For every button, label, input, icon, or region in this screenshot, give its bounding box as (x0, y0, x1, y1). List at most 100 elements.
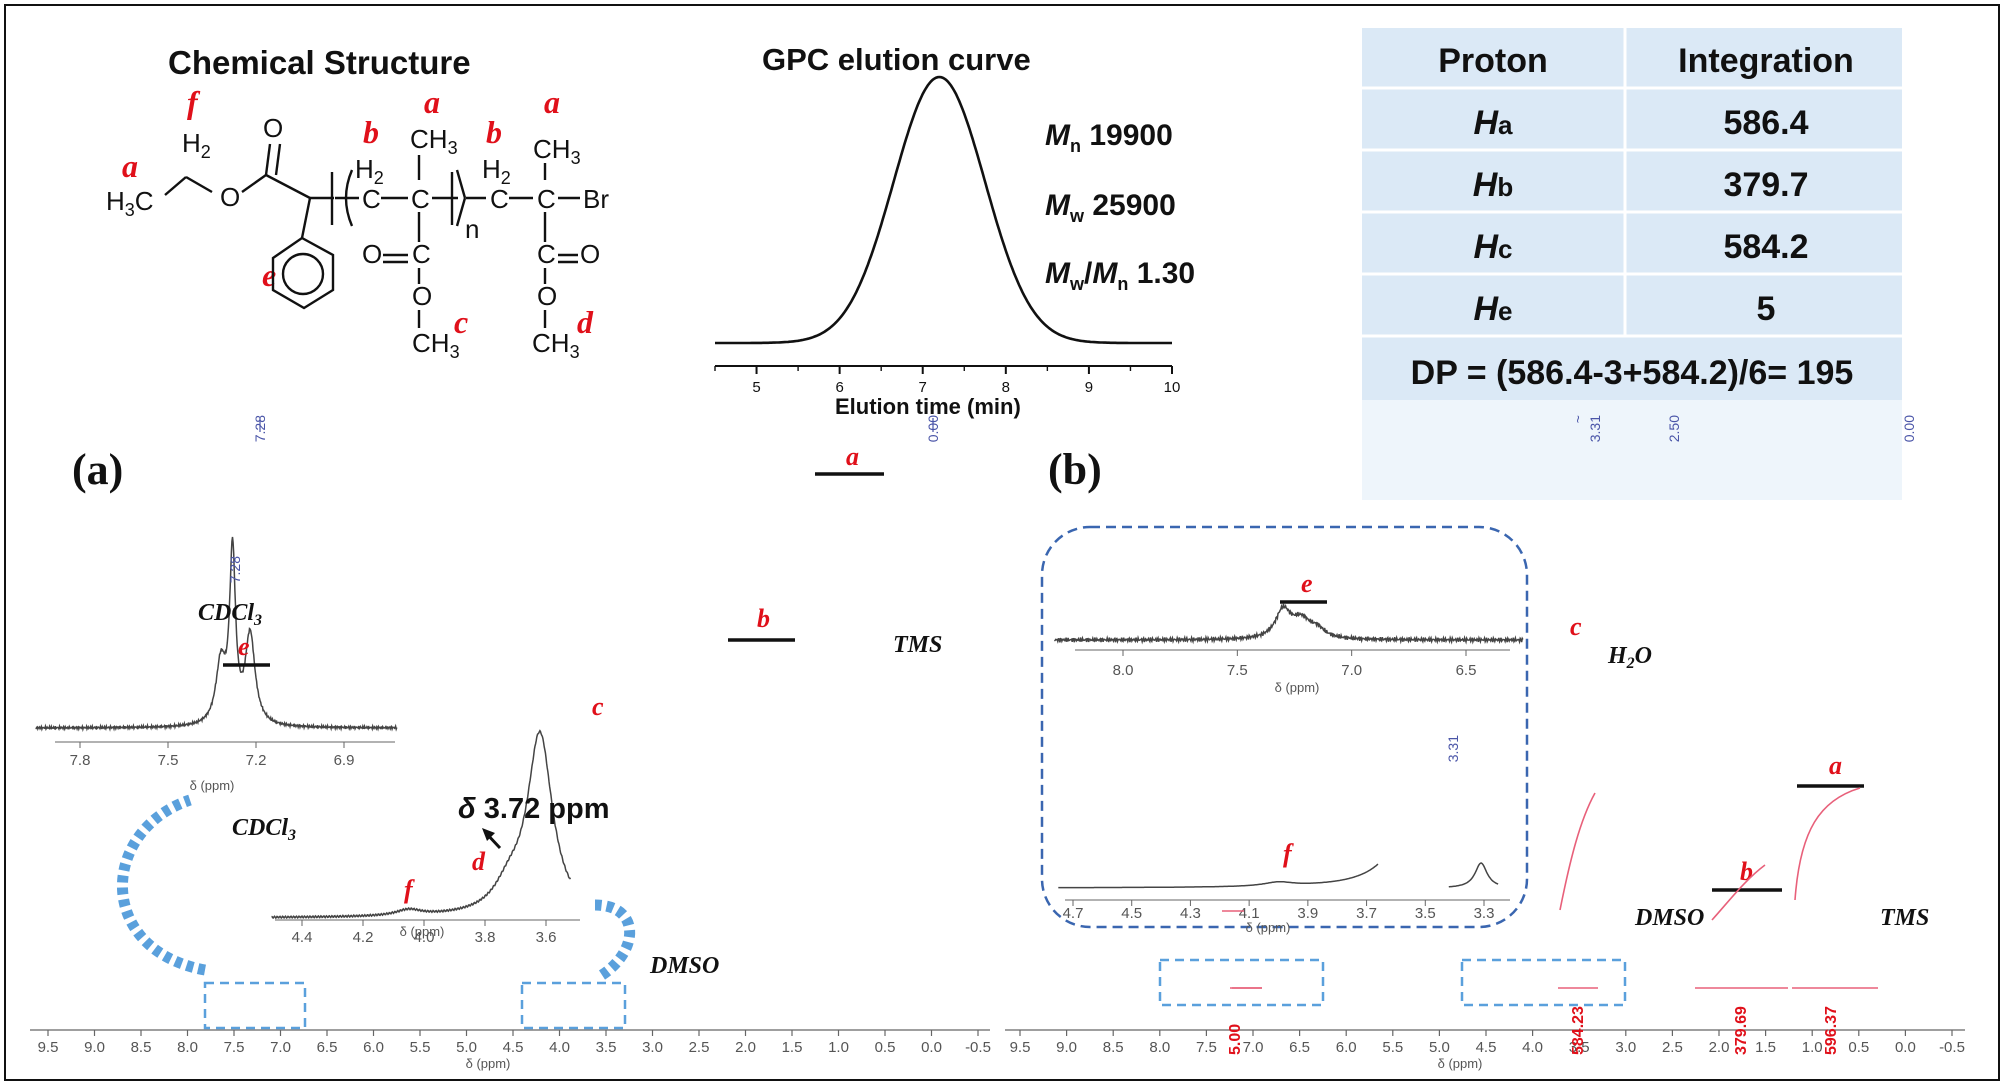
table-header-proton: Proton (1438, 42, 1548, 80)
inset-tick-label: 4.4 (292, 929, 313, 946)
label-a-ethyl: a (122, 148, 138, 184)
spectrum-tick-label: 9.0 (1056, 1039, 1077, 1056)
spectrum-tick-label: 5.0 (1429, 1039, 1450, 1056)
spectrum-tick-label: 1.0 (1802, 1039, 1823, 1056)
atom-c-quat2: C (537, 184, 556, 214)
spectrum-tick-label: 9.0 (84, 1039, 105, 1056)
gpc-x-ticks: 5 6 7 8 9 10 (714, 366, 1180, 396)
spectrum-tick-label: 9.5 (38, 1039, 59, 1056)
atom-o-ester2: O (412, 281, 432, 311)
spectrum-tick-label: 5.5 (1382, 1039, 1403, 1056)
nmr-panel-a: (a) 9.5 9.0 8.5 8.0 7.5 7.0 6.5 6.0 5.5 5.0 4.5 4.0… (30, 415, 991, 1071)
panel-b-dmso: DMSO (1634, 905, 1704, 931)
atom-br: Br (583, 184, 609, 214)
inset-tick-label: 6.5 (1456, 662, 1477, 679)
panel-b-mark-331: 3.31 (1587, 415, 1603, 442)
panel-a-peak-e: e (238, 632, 250, 661)
label-c: c (454, 304, 468, 340)
atom-ch3-c: CH3 (412, 328, 460, 362)
gpc-tick-label: 6 (835, 379, 843, 396)
spectrum-tick-label: 2.0 (735, 1039, 756, 1056)
panel-a-inset1-mark: 7.28 (227, 556, 243, 583)
inset-tick-label: 4.0 (414, 929, 435, 946)
table-row-3-value: 584.2 (1723, 228, 1808, 266)
gpc-tick-label: 9 (1085, 379, 1093, 396)
spectrum-tick-label: 8.5 (1103, 1039, 1124, 1056)
atom-c-b2: C (490, 184, 509, 214)
inset-tick-label: 3.6 (536, 929, 557, 946)
panel-b-peak-a: a (1829, 751, 1842, 780)
panel-b-axis-title: δ (ppm) (1438, 1056, 1483, 1071)
panel-a-label: (a) (72, 445, 123, 494)
inset-tick-label: 7.5 (1227, 662, 1248, 679)
inset-tick-label: 3.5 (1415, 905, 1436, 922)
spectrum-tick-label: 9.5 (1010, 1039, 1031, 1056)
gpc-pdi: Mw/Mn 1.30 (1045, 257, 1195, 294)
table-header-integration: Integration (1678, 42, 1854, 80)
spectrum-tick-label: 2.5 (1662, 1039, 1683, 1056)
panel-a-peak-c: c (592, 692, 604, 721)
gpc-tick-label: 7 (919, 379, 927, 396)
label-b-2: b (486, 114, 502, 150)
atom-ch3-2: CH3 (533, 134, 581, 168)
panel-a-dmso: DMSO (649, 953, 719, 979)
spectrum-tick-label: 7.5 (224, 1039, 245, 1056)
panel-b-integral-2: 584.23 (1570, 1006, 1587, 1055)
atom-ch3-1: CH3 (410, 124, 458, 158)
label-b-1: b (363, 114, 379, 150)
inset-tick-label: 7.5 (158, 752, 179, 769)
table-row-4-proton: He (1473, 290, 1512, 328)
gpc-mw: Mw 25900 (1045, 189, 1176, 226)
spectrum-tick-label: 7.0 (1243, 1039, 1264, 1056)
chemical-structure: Chemical Structure f a b a b a e c d H3C… (106, 44, 609, 362)
spectrum-tick-label: 5.5 (410, 1039, 431, 1056)
inset-tick-label: 3.8 (475, 929, 496, 946)
gpc-mn: Mn 19900 (1045, 119, 1173, 156)
spectrum-tick-label: 7.5 (1196, 1039, 1217, 1056)
atom-c-carb2: C (537, 239, 556, 269)
atom-h3c: H3C (106, 186, 154, 220)
panel-a-curved-arrow-1 (117, 794, 206, 976)
panel-a-inset-aromatic (35, 536, 398, 733)
panel-a-box-ester (520, 981, 627, 1030)
atom-h2-f: H2 (182, 128, 211, 162)
panel-b-box-ester (1460, 958, 1627, 1007)
nmr-panel-b: (b) 9.5 9.0 8.5 8.0 7.5 7.0 6.5 6.0 5.5 5.0 4.5 4.0… (1005, 415, 1965, 1071)
table-fade (1362, 400, 1902, 500)
panel-b-inset-ester (1058, 862, 1499, 889)
inset-tick-label: 4.3 (1180, 905, 1201, 922)
panel-a-x-ticks: 9.5 9.0 8.5 8.0 7.5 7.0 6.5 6.0 5.5 5.0 4.5 4.0 3.5 3… (30, 1029, 991, 1056)
panel-b-inset-bottom-ticks: 4.7 4.5 4.3 4.1 3.9 3.7 3.5 3.3 (1063, 899, 1510, 922)
atom-h2-b2: H2 (482, 154, 511, 188)
atom-o-eq1: O (362, 239, 382, 269)
gpc-xlabel: Elution time (min) (835, 394, 1021, 419)
spectrum-tick-label: 0.0 (1895, 1039, 1916, 1056)
spectrum-tick-label: 4.5 (1476, 1039, 1497, 1056)
panel-a-inset2-axis-title: δ (ppm) (400, 924, 445, 939)
spectrum-tick-label: 6.5 (317, 1039, 338, 1056)
label-f: f (187, 84, 201, 120)
panel-b-inset-bottom-mark: 3.31 (1445, 735, 1461, 762)
atom-c-b1: C (362, 184, 381, 214)
panel-b-x-ticks: 9.5 9.0 8.5 8.0 7.5 7.0 6.5 6.0 5.5 5.0 4.5 4.0 3.5 3… (1005, 1029, 1965, 1056)
panel-b-tms: TMS (1880, 905, 1929, 931)
table-row-3-proton: Hc (1473, 228, 1512, 266)
spectrum-tick-label: 2.5 (689, 1039, 710, 1056)
atom-h2-b1: H2 (355, 154, 384, 188)
structure-title: Chemical Structure (168, 44, 471, 81)
inset-tick-label: 3.9 (1297, 905, 1318, 922)
inset-tick-label: 4.2 (353, 929, 374, 946)
spectrum-tick-label: 8.0 (177, 1039, 198, 1056)
inset-tick-label: 4.7 (1063, 905, 1084, 922)
spectrum-tick-label: 6.5 (1289, 1039, 1310, 1056)
gpc-tick-label: 8 (1002, 379, 1010, 396)
label-d: d (577, 304, 594, 340)
label-a-end: a (544, 84, 560, 120)
panel-a-inset2-ticks: 4.4 4.2 4.0 3.8 3.6 (275, 919, 580, 946)
spectrum-tick-label: 3.0 (642, 1039, 663, 1056)
panel-b-mark-331-extra: ~ (1570, 415, 1586, 423)
inset-tick-label: 8.0 (1113, 662, 1134, 679)
spectrum-tick-label: 0.5 (875, 1039, 896, 1056)
spectrum-tick-label: 0.0 (921, 1039, 942, 1056)
